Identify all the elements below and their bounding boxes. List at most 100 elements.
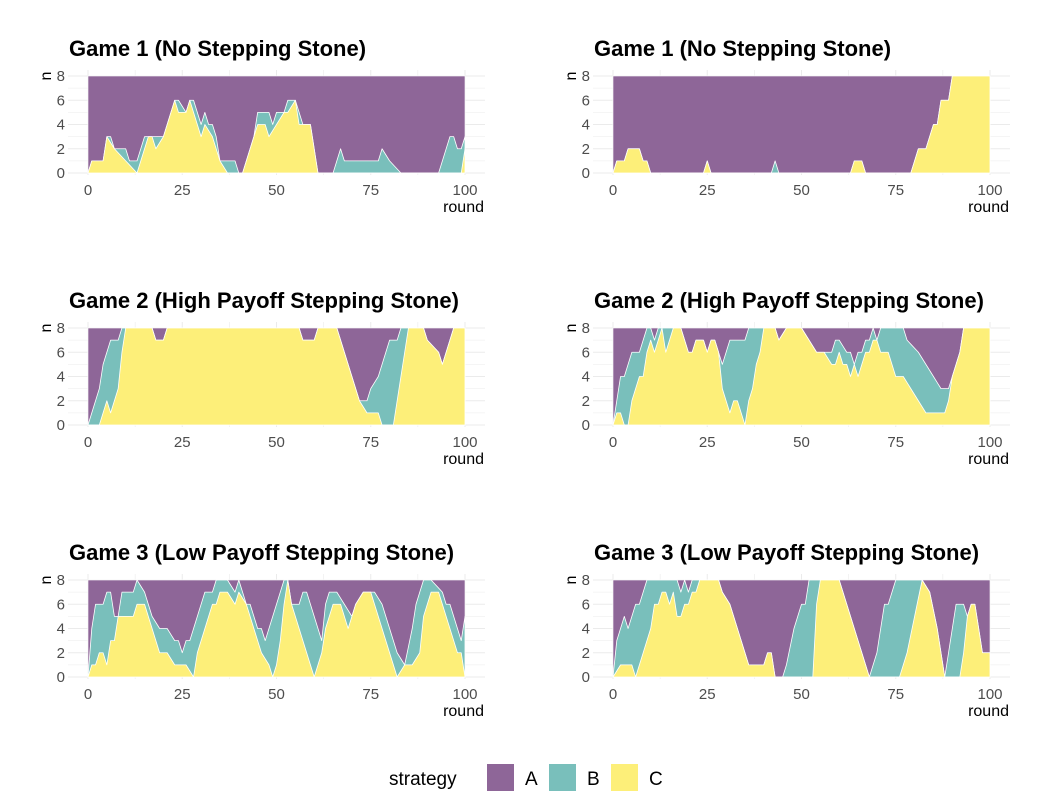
x-tick-label: 25 [699,182,716,199]
panels: Game 1 (No Stepping Stone) 0 2 4 6 8 0 25 50 75 10… [38,36,1010,720]
panel-title: Game 2 (High Payoff Stepping Stone) [594,288,984,313]
legend-key-c-swatch [611,764,638,791]
x-axis-label: round [968,199,1009,216]
x-tick-label: 25 [699,434,716,451]
legend: strategy A B C [389,764,663,791]
x-tick-label: 50 [268,182,285,199]
y-tick-label: 0 [582,669,590,686]
x-tick-label: 75 [362,182,379,199]
y-tick-label: 2 [57,141,65,158]
x-tick-label: 25 [174,686,191,703]
area-strategy-c [87,579,466,678]
x-tick-label: 75 [887,182,904,199]
panel-title: Game 1 (No Stepping Stone) [594,36,891,61]
panel-title: Game 3 (Low Payoff Stepping Stone) [594,540,979,565]
panel-2: Game 1 (No Stepping Stone) 0 2 4 6 8 0 25 50 75 10… [563,36,1010,216]
x-tick-label: 100 [452,182,477,199]
x-tick-label: 75 [362,686,379,703]
y-tick-label: 0 [582,417,590,434]
x-tick-label: 25 [174,434,191,451]
y-tick-label: 8 [57,68,65,85]
y-tick-label: 4 [57,117,65,134]
panel-6: Game 3 (Low Payoff Stepping Stone) 0 2 4 6 8 0… [563,540,1010,720]
x-tick-label: 100 [452,686,477,703]
area-strategy-c [87,327,466,426]
y-tick-label: 4 [582,621,590,638]
y-tick-label: 8 [57,320,65,337]
y-axis-label: n [563,576,580,585]
y-tick-label: 0 [57,417,65,434]
legend-key-a-swatch [487,764,514,791]
x-tick-label: 75 [362,434,379,451]
y-axis-label: n [38,576,55,585]
x-tick-label: 50 [793,434,810,451]
x-tick-label: 0 [609,434,617,451]
x-tick-label: 0 [609,686,617,703]
y-tick-label: 8 [582,320,590,337]
y-tick-label: 4 [582,117,590,134]
y-tick-label: 2 [582,141,590,158]
y-axis-label: n [38,72,55,81]
x-tick-label: 50 [268,434,285,451]
y-tick-label: 6 [57,92,65,109]
y-tick-label: 6 [57,344,65,361]
y-tick-label: 6 [582,596,590,613]
y-tick-label: 6 [582,92,590,109]
x-axis-label: round [968,703,1009,720]
panel-1: Game 1 (No Stepping Stone) 0 2 4 6 8 0 25 50 75 10… [38,36,485,216]
y-tick-label: 4 [57,369,65,386]
y-tick-label: 4 [582,369,590,386]
y-tick-label: 6 [57,596,65,613]
y-tick-label: 0 [57,165,65,182]
y-tick-label: 8 [57,572,65,589]
y-tick-label: 2 [582,393,590,410]
x-tick-label: 75 [887,434,904,451]
y-tick-label: 2 [57,645,65,662]
legend-key-c-label: C [649,769,663,790]
y-tick-label: 6 [582,344,590,361]
area-strategy-c [612,75,991,174]
x-axis-label: round [968,451,1009,468]
x-tick-label: 100 [977,434,1002,451]
y-tick-label: 2 [57,393,65,410]
x-axis-label: round [443,199,484,216]
x-tick-label: 100 [977,182,1002,199]
x-tick-label: 25 [174,182,191,199]
area-strategy-c [612,327,991,426]
y-tick-label: 8 [582,572,590,589]
y-tick-label: 2 [582,645,590,662]
x-tick-label: 0 [84,182,92,199]
y-axis-label: n [563,72,580,81]
area-strategy-c [612,579,991,678]
legend-key-b-label: B [587,769,600,790]
y-tick-label: 0 [57,669,65,686]
y-tick-label: 4 [57,621,65,638]
y-axis-label: n [563,324,580,333]
panel-5: Game 3 (Low Payoff Stepping Stone) 0 2 4 6 8 0… [38,540,485,720]
x-tick-label: 0 [609,182,617,199]
x-tick-label: 50 [268,686,285,703]
panel-title: Game 3 (Low Payoff Stepping Stone) [69,540,454,565]
legend-key-a-label: A [525,769,538,790]
x-tick-label: 100 [452,434,477,451]
panel-3: Game 2 (High Payoff Stepping Stone) 0 2 4 6 8… [38,288,485,468]
x-axis-label: round [443,703,484,720]
x-tick-label: 100 [977,686,1002,703]
x-tick-label: 0 [84,434,92,451]
x-tick-label: 25 [699,686,716,703]
y-tick-label: 8 [582,68,590,85]
panel-4: Game 2 (High Payoff Stepping Stone) 0 2 4 6 8… [563,288,1010,468]
x-tick-label: 0 [84,686,92,703]
panel-title: Game 1 (No Stepping Stone) [69,36,366,61]
y-axis-label: n [38,324,55,333]
area-strategy-c [87,99,466,174]
panel-title: Game 2 (High Payoff Stepping Stone) [69,288,459,313]
x-tick-label: 50 [793,182,810,199]
y-tick-label: 0 [582,165,590,182]
legend-title: strategy [389,769,457,790]
x-tick-label: 75 [887,686,904,703]
x-axis-label: round [443,451,484,468]
x-tick-label: 50 [793,686,810,703]
legend-key-b-swatch [549,764,576,791]
